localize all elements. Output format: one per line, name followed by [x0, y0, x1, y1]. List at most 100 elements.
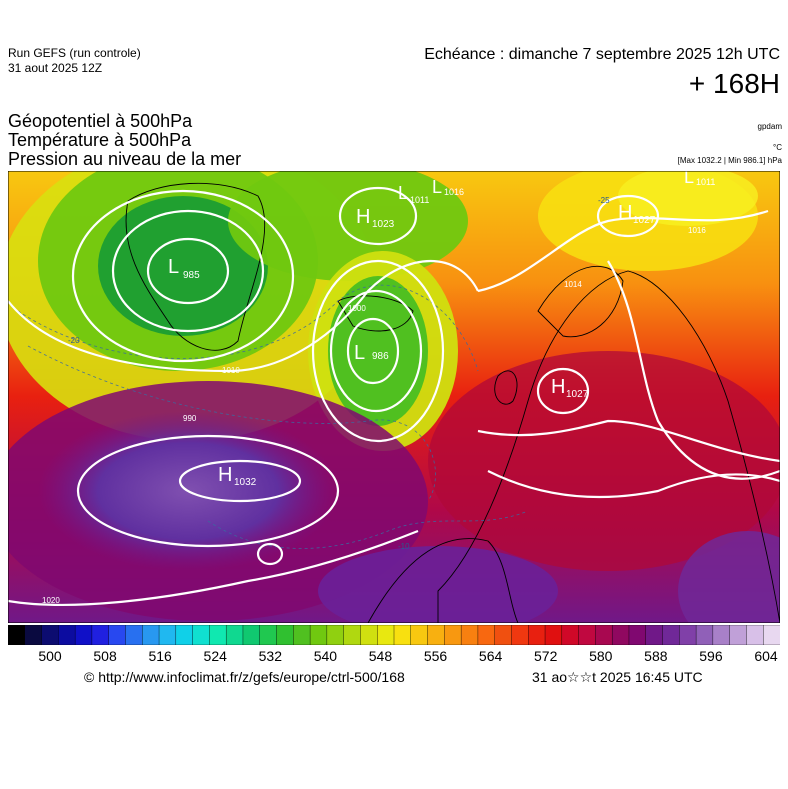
colorbar-swatch	[729, 625, 748, 645]
colorbar-swatch	[561, 625, 580, 645]
colorbar-tick-label: 508	[93, 648, 117, 664]
high-arctic-center: H	[618, 202, 632, 224]
copyright-url[interactable]: © http://www.infoclimat.fr/z/gefs/europe…	[84, 669, 405, 685]
colorbar-swatch	[360, 625, 378, 645]
isobar-high-greenland	[338, 186, 418, 246]
colorbar-swatch	[192, 625, 211, 645]
coastlines	[125, 182, 780, 623]
colorbar-tick-label: 604	[754, 648, 778, 664]
high-arctic-value: 1027	[633, 215, 656, 226]
isobar-label-1016: 1016	[688, 226, 706, 235]
scandinavia-coast	[537, 266, 624, 338]
colorbar-swatch	[142, 625, 160, 645]
high-azores-value: 1032	[234, 477, 257, 488]
colorbar-tick-label: 580	[589, 648, 613, 664]
low-north-1-value: 1011	[410, 195, 429, 205]
isobar-label-1000: 1000	[348, 304, 366, 313]
high-scandinavia-value: 1027	[566, 389, 589, 400]
valid-time: Echéance : dimanche 7 septembre 2025 12h…	[424, 46, 780, 63]
geopotential-zone-yellow-arctic	[618, 171, 758, 226]
low-iceland-center: L	[354, 342, 365, 364]
unit-geopotential: gpdam	[757, 122, 782, 131]
isobar-low-greenland-inner	[146, 237, 230, 305]
isobar-high-arctic	[596, 194, 660, 238]
param-geopotential: Géopotentiel à 500hPa	[8, 111, 193, 131]
isobar-high-azores-outer	[76, 434, 340, 548]
isobar-low-iceland-mid	[329, 289, 423, 413]
colorbar-tick-label: 548	[368, 648, 393, 664]
generated-timestamp: 31 ao☆☆t 2025 16:45 UTC	[532, 669, 703, 685]
colorbar-swatch	[679, 625, 697, 645]
isobar-low-iceland-inner	[346, 317, 400, 385]
europe-coast	[437, 270, 780, 623]
low-north-1-center: L	[398, 183, 408, 203]
colorbar-swatch	[393, 625, 412, 645]
british-isles-coast	[494, 370, 518, 405]
colorbar-swatch	[628, 625, 647, 645]
colorbar-swatch	[259, 625, 278, 645]
isobar-high-scandinavia	[536, 367, 590, 415]
colorbar-swatch	[8, 625, 26, 645]
colorbar-swatch	[528, 625, 546, 645]
geopotential-zone-darkred-east	[428, 351, 780, 571]
isobar-low-greenland-mid	[111, 209, 265, 333]
colorbar-swatch	[427, 625, 446, 645]
colorbar-tick-label: 588	[644, 648, 668, 664]
geopotential-zone-purple-south	[318, 546, 558, 623]
colorbar-swatch	[763, 625, 780, 645]
low-north-3-center: L	[684, 171, 694, 187]
isobar-low-greenland-outer	[71, 189, 295, 363]
low-greenland-center: L	[168, 256, 179, 278]
colorbar-swatch	[460, 625, 479, 645]
map-annotations: L 985 H 1023 L 986 H 1032 H 1027 H 1027 …	[42, 171, 715, 605]
high-greenland-value: 1023	[372, 219, 395, 230]
geopotential-low-core-iceland	[328, 276, 428, 426]
isobar-1020-east	[607, 260, 780, 480]
colorbar-swatch	[175, 625, 194, 645]
colorbar-swatch	[276, 625, 294, 645]
weather-map: L 985 H 1023 L 986 H 1032 H 1027 H 1027 …	[8, 171, 780, 623]
low-greenland-value: 985	[183, 270, 200, 281]
colorbar-swatch	[494, 625, 513, 645]
colorbar-swatch	[662, 625, 681, 645]
isotherm-label-m10: -10	[398, 542, 410, 551]
colorbar-swatch	[91, 625, 110, 645]
isobar-label-1014: 1014	[564, 280, 582, 289]
isobar-label-990: 990	[183, 414, 197, 423]
isobars	[8, 186, 780, 607]
colorbar-swatch	[611, 625, 630, 645]
low-north-2-value: 1016	[444, 187, 464, 197]
colorbar-swatch	[293, 625, 311, 645]
isotherms	[17, 284, 529, 549]
isobar-low-iceland-outer	[311, 259, 445, 443]
greenland-coast	[125, 182, 266, 351]
colorbar-swatch	[108, 625, 127, 645]
colorbar-swatch	[511, 625, 529, 645]
param-temperature: Température à 500hPa	[8, 130, 192, 150]
colorbar-swatch	[326, 625, 345, 645]
geopotential-low-core-west	[98, 196, 268, 336]
high-azores-center: H	[218, 464, 232, 486]
colorbar-swatch	[209, 625, 227, 645]
colorbar-swatch	[695, 625, 714, 645]
colorbar-swatch	[41, 625, 60, 645]
colorbar-swatch	[242, 625, 261, 645]
colorbar-swatch	[225, 625, 244, 645]
colorbar-tick-label: 500	[38, 648, 62, 664]
colorbar	[8, 625, 780, 645]
run-date: 31 aout 2025 12Z	[8, 61, 103, 75]
colorbar-swatch	[125, 625, 143, 645]
colorbar-swatch	[578, 625, 597, 645]
colorbar-tick-label: 556	[423, 648, 448, 664]
colorbar-tick-label: 516	[148, 648, 172, 664]
colorbar-swatch	[544, 625, 563, 645]
isobar-high-azores-inner	[178, 459, 302, 503]
unit-pressure-range: [Max 1032.2 | Min 986.1] hPa	[677, 156, 782, 165]
low-north-2-center: L	[432, 177, 442, 197]
colorbar-tick-label: 524	[203, 648, 227, 664]
isotherm-labels: -20 -10 -25	[68, 196, 610, 551]
colorbar-tick-label: 596	[699, 648, 723, 664]
isobar-1010-north	[8, 260, 479, 373]
colorbar-ticks: 500 508 516 524 532 540 548 556 564 572 580 588 596 6…	[8, 648, 780, 666]
param-pressure: Pression au niveau de la mer	[8, 149, 242, 169]
